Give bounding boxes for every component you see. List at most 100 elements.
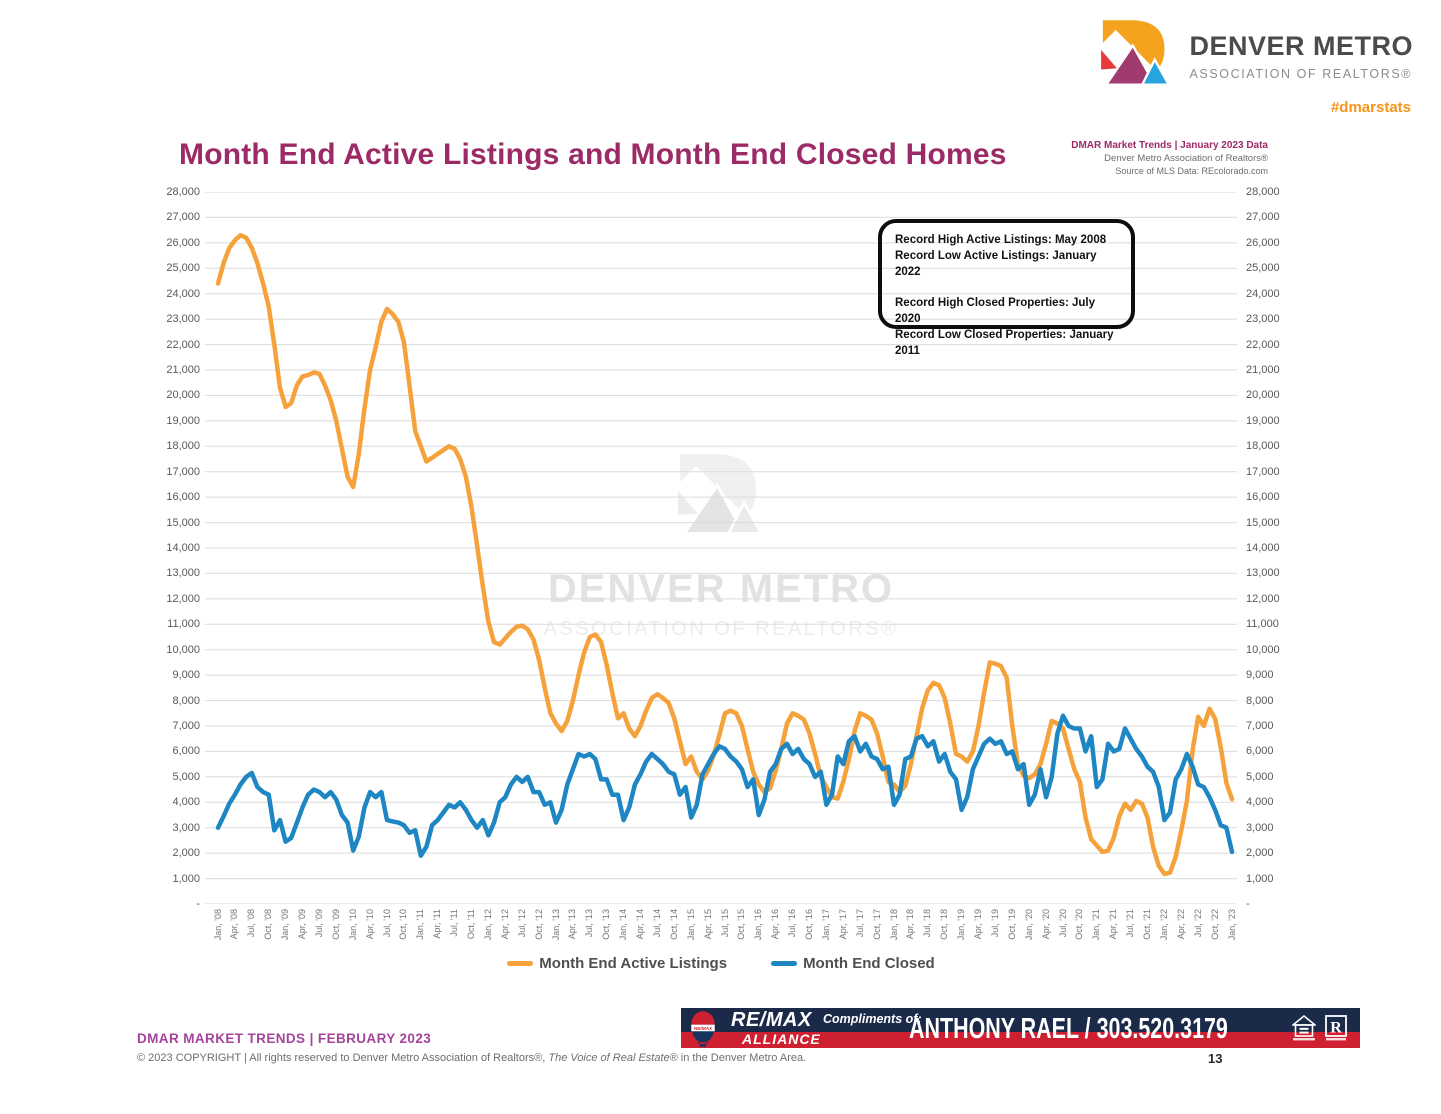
compliments-label: Compliments of:: [823, 1012, 922, 1026]
record-line: Record High Active Listings: May 2008: [895, 234, 1107, 246]
x-axis-tick-label: Apr, '20: [1040, 909, 1051, 940]
y-axis-tick-label: 6,000: [172, 745, 200, 758]
y-axis-tick-label: 17,000: [1246, 465, 1280, 478]
copyright-text: © 2023 COPYRIGHT | All rights reserved t…: [137, 1052, 549, 1064]
y-axis-tick-label: 23,000: [166, 313, 200, 326]
x-axis-tick-label: Jan, '20: [1023, 909, 1034, 941]
y-axis-tick-label: 25,000: [1246, 262, 1280, 275]
copyright-tagline: The Voice of Real Estate®: [548, 1052, 678, 1064]
x-axis-tick-label: Jan, '21: [1091, 909, 1102, 941]
svg-text:RE/MAX: RE/MAX: [694, 1026, 713, 1031]
brand-title: DENVER METRO: [1189, 31, 1413, 61]
x-axis-tick-label: Jul, '16: [787, 909, 798, 938]
y-axis-tick-label: 2,000: [1246, 847, 1274, 860]
x-axis-tick-label: Oct, '17: [871, 909, 882, 940]
y-axis-tick-label: 16,000: [1246, 491, 1280, 504]
y-axis-tick-label: 12,000: [166, 592, 200, 605]
closed-swatch-icon: [771, 961, 798, 966]
remax-banner: RE/MAX RE/MAX ALLIANCE Compliments of: A…: [681, 1008, 1360, 1048]
svg-text:R: R: [1330, 1020, 1342, 1037]
y-axis-tick-label: 22,000: [1246, 338, 1280, 351]
x-axis-tick-label: Jan, '14: [618, 909, 629, 941]
page-number: 13: [1208, 1051, 1223, 1066]
x-axis-tick-label: Oct, '13: [601, 909, 612, 940]
footer-report-title: DMAR MARKET TRENDS | FEBRUARY 2023: [137, 1031, 432, 1046]
x-axis-tick-label: Oct, '20: [1074, 909, 1085, 940]
x-axis-tick-label: Apr, '12: [499, 909, 510, 940]
x-axis-tick-label: Apr, '14: [635, 909, 645, 940]
y-axis-tick-label: 1,000: [1246, 872, 1274, 885]
y-axis-tick-label: 18,000: [1246, 440, 1280, 453]
agent-contact-label: ANTHONY RAEL / 303.520.3179: [909, 1013, 1228, 1045]
x-axis-tick-label: Oct, '15: [736, 909, 747, 940]
y-axis-tick-label: 17,000: [166, 465, 200, 478]
y-axis-tick-label: 4,000: [172, 796, 200, 809]
copyright-suffix: in the Denver Metro Area.: [677, 1052, 807, 1064]
y-axis-tick-label: 21,000: [166, 364, 200, 376]
y-axis-tick-label: -: [1246, 898, 1250, 910]
legend-label-active: Month End Active Listings: [539, 955, 728, 972]
x-axis-tick-label: Jul, '19: [989, 909, 1000, 938]
hashtag-label: #dmarstats: [1330, 99, 1411, 116]
x-axis-tick-label: Apr, '15: [702, 909, 713, 940]
y-axis-tick-label: 28,000: [166, 186, 200, 198]
x-axis-tick-label: Oct, '14: [668, 909, 679, 940]
record-line: Record High Closed Properties: July 2020: [895, 297, 1096, 325]
remax-label: RE/MAX: [731, 1009, 812, 1031]
x-axis-tick-label: Apr, '21: [1108, 909, 1119, 940]
brand-subtitle: ASSOCIATION OF REALTORS®: [1189, 67, 1413, 81]
x-axis-tick-label: Jan, '22: [1158, 909, 1169, 941]
x-axis-tick-label: Oct, '11: [466, 909, 476, 940]
x-axis-tick-label: Jan, '10: [347, 909, 358, 941]
y-axis-tick-label: 4,000: [1246, 796, 1274, 809]
alliance-label: ALLIANCE: [742, 1031, 821, 1047]
x-axis-tick-label: Apr, '09: [297, 909, 307, 940]
legend-item-active-listings: Month End Active Listings: [507, 955, 727, 972]
y-axis-tick-label: 25,000: [166, 262, 200, 275]
x-axis-tick-label: Oct, '21: [1142, 909, 1152, 940]
y-axis-tick-label: 13,000: [166, 567, 200, 580]
x-axis-tick-label: Apr, '11: [432, 909, 443, 939]
y-axis-tick-label: 12,000: [1246, 592, 1280, 605]
y-axis-tick-label: 24,000: [1246, 287, 1280, 300]
x-axis-tick-label: Oct, '22: [1209, 909, 1220, 940]
x-axis-tick-label: Apr, '08: [229, 909, 240, 940]
y-axis-tick-label: 3,000: [172, 821, 200, 834]
x-axis-tick-label: Apr, '22: [1175, 909, 1186, 940]
meta-line-3: Source of MLS Data: REcolorado.com: [1115, 166, 1268, 176]
y-axis-tick-label: 21,000: [1246, 364, 1280, 376]
x-axis-tick-label: Apr, '16: [770, 909, 781, 940]
y-axis-tick-label: 2,000: [172, 847, 200, 860]
record-annotation-box: Record High Active Listings: May 2008 Re…: [878, 219, 1135, 357]
y-axis-tick-label: 27,000: [166, 211, 200, 224]
y-axis-tick-label: 16,000: [166, 491, 200, 504]
equal-housing-icon: [1292, 1015, 1316, 1041]
legend-label-closed: Month End Closed: [803, 955, 935, 972]
record-line: Record Low Closed Properties: January 20…: [895, 329, 1114, 357]
x-axis-tick-label: Oct, '08: [263, 909, 274, 940]
record-line: Record Low Active Listings: January 2022: [895, 250, 1097, 278]
y-axis-tick-label: 18,000: [166, 440, 200, 453]
y-axis-tick-label: 1,000: [172, 872, 200, 885]
x-axis-tick-label: Jan, '08: [212, 909, 223, 941]
y-axis-tick-label: 27,000: [1246, 211, 1280, 224]
x-axis-tick-label: Apr, '13: [567, 909, 578, 940]
x-axis-tick-label: Jul, '14: [651, 909, 662, 938]
y-axis-tick-label: 20,000: [166, 389, 200, 402]
x-axis-tick-label: Jul, '12: [516, 909, 527, 938]
y-axis-tick-label: 7,000: [172, 720, 200, 732]
y-axis-tick-label: 9,000: [1246, 669, 1274, 682]
y-axis-tick-label: 11,000: [1246, 618, 1279, 631]
y-axis-tick-label: 15,000: [166, 516, 200, 529]
y-axis-tick-label: 10,000: [166, 643, 200, 656]
active-listings-swatch-icon: [507, 961, 534, 966]
banner-navy-stripe: [681, 1008, 1360, 1032]
x-axis-tick-label: Jan, '13: [550, 909, 561, 941]
legend-item-closed: Month End Closed: [771, 955, 935, 972]
x-axis-tick-label: Jan, '09: [280, 909, 291, 941]
x-axis-tick-label: Jul, '18: [922, 909, 933, 938]
y-axis-tick-label: 19,000: [166, 414, 200, 427]
y-axis-tick-label: 9,000: [172, 669, 200, 682]
x-axis-tick-label: Apr, '18: [905, 909, 916, 940]
